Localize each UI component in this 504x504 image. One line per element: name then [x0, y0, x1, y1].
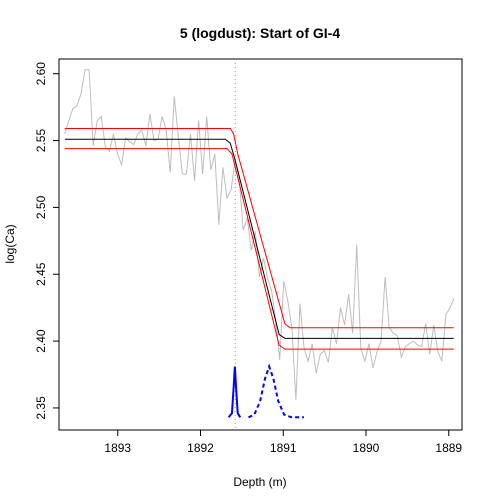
y-tick-label: 2.50 [34, 195, 48, 219]
line [248, 363, 304, 419]
x-tick-label: 1889 [435, 441, 462, 455]
y-tick-label: 2.35 [34, 396, 48, 420]
y-tick-label: 2.55 [34, 129, 48, 153]
y-tick-label: 2.45 [34, 262, 48, 286]
y-tick-label: 2.60 [34, 62, 48, 86]
line [64, 69, 455, 400]
x-tick-label: 1890 [353, 441, 380, 455]
y-tick-label: 2.40 [34, 329, 48, 353]
x-tick-label: 1893 [104, 441, 131, 455]
line [64, 148, 454, 350]
line [64, 138, 454, 339]
x-tick-label: 1891 [270, 441, 297, 455]
chart-title: 5 (logdust): Start of GI-4 [180, 25, 340, 41]
line [64, 128, 454, 329]
x-tick-label: 1892 [187, 441, 214, 455]
line [227, 366, 242, 418]
x-axis-label: Depth (m) [233, 475, 286, 489]
plot-frame [58, 58, 463, 431]
y-axis-label: log(Ca) [3, 224, 17, 263]
